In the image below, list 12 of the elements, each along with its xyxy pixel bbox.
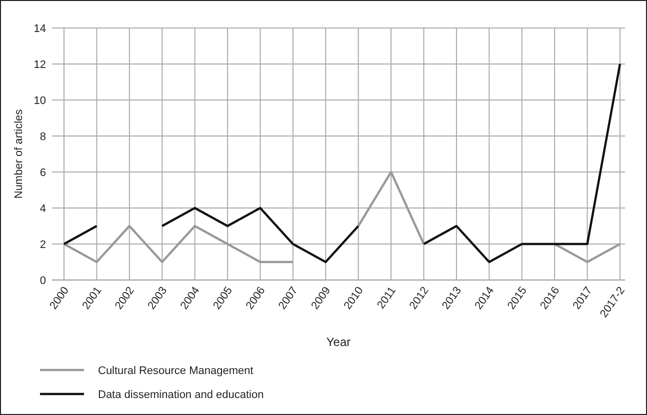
y-tick-label: 0 xyxy=(40,274,46,287)
legend-label: Cultural Resource Management xyxy=(98,364,254,377)
y-tick-label: 8 xyxy=(40,130,46,143)
y-axis-title: Number of articles xyxy=(13,108,25,199)
legend-label: Data dissemination and education xyxy=(98,388,264,401)
y-tick-label: 2 xyxy=(40,238,46,251)
x-axis-title: Year xyxy=(326,335,351,349)
y-tick-label: 10 xyxy=(34,94,46,107)
y-tick-label: 6 xyxy=(40,166,46,179)
y-tick-label: 14 xyxy=(34,22,46,35)
y-tick-label: 12 xyxy=(34,58,46,71)
y-tick-label: 4 xyxy=(40,202,46,215)
